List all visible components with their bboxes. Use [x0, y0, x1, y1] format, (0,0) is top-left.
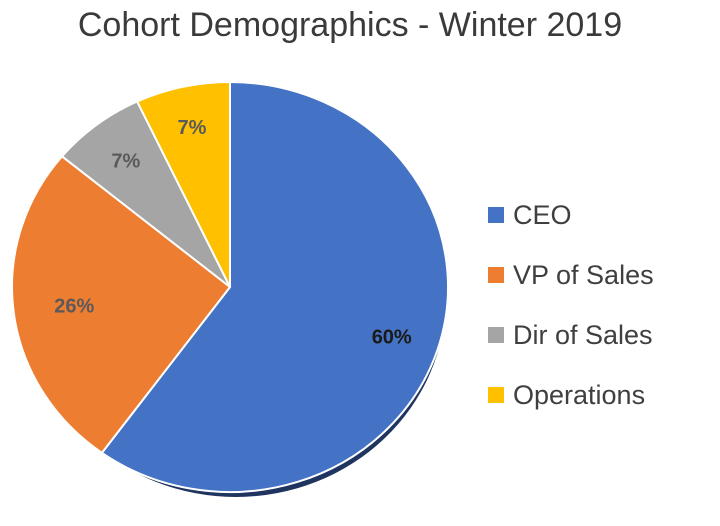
slice-label-ceo: 60%: [372, 326, 412, 348]
slice-label-dir-of-sales: 7%: [111, 151, 140, 173]
pie-slice-labels: 60% 26% 7% 7%: [54, 117, 412, 348]
pie-slice-ceo: [100, 80, 449, 493]
legend: CEO VP of Sales Dir of Sales Operations: [488, 185, 654, 425]
legend-label-ceo: CEO: [513, 199, 572, 230]
legend-item-dir-of-sales: Dir of Sales: [488, 305, 654, 365]
pie-slice-operations: [135, 80, 231, 288]
legend-swatch-vp-of-sales: [488, 267, 504, 283]
legend-swatch-ceo: [488, 207, 504, 223]
legend-label-dir-of-sales: Dir of Sales: [513, 319, 653, 350]
legend-item-ceo: CEO: [488, 185, 654, 245]
chart-title: Cohort Demographics - Winter 2019: [77, 6, 623, 44]
legend-swatch-dir-of-sales: [488, 327, 504, 343]
slice-label-operations: 7%: [178, 117, 207, 139]
legend-item-operations: Operations: [488, 365, 654, 425]
slice-label-vp-of-sales: 26%: [54, 295, 94, 317]
legend-item-vp-of-sales: VP of Sales: [488, 245, 654, 305]
legend-label-vp-of-sales: VP of Sales: [513, 259, 654, 290]
pie-slices: [11, 80, 449, 493]
pie-slice-vp-of-sales: [11, 154, 232, 455]
legend-label-operations: Operations: [513, 379, 646, 410]
legend-swatch-operations: [488, 387, 504, 403]
